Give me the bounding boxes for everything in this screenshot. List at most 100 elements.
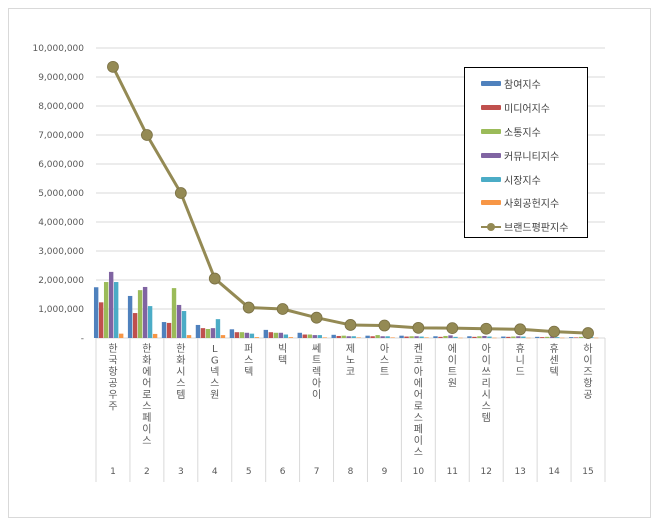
line-marker-icon: [514, 323, 527, 336]
y-tick-label: 9,000,000: [38, 73, 84, 83]
y-tick-label: 7,000,000: [38, 131, 84, 141]
bar: [414, 336, 419, 338]
category-label: 스: [142, 435, 151, 447]
bar: [385, 336, 390, 338]
bar: [477, 336, 482, 338]
legend-swatch-icon: [481, 81, 501, 87]
line-marker-icon: [378, 319, 391, 332]
bar: [288, 337, 294, 338]
category-label: 노: [346, 355, 355, 367]
category-number: 4: [212, 467, 218, 477]
legend-label: 사회공헌지수: [504, 199, 560, 211]
bar: [501, 336, 506, 338]
category-label: 텍: [244, 366, 253, 378]
bar: [302, 334, 307, 338]
category-label: 쎄: [312, 343, 321, 355]
legend-item-brand-reputation: 브랜드평판지수: [465, 215, 587, 239]
bar: [443, 335, 448, 338]
bar: [574, 337, 579, 338]
category-label: 공: [108, 378, 117, 390]
category-label: 템: [482, 412, 491, 424]
category-label: 렉: [312, 366, 321, 378]
category-label: 원: [448, 378, 457, 390]
bar: [555, 337, 560, 338]
category-label: 어: [414, 389, 423, 401]
category-label: 리: [482, 378, 491, 390]
category-label: 스: [482, 401, 491, 413]
category-label: 스: [176, 378, 185, 390]
bar: [127, 295, 133, 338]
line-marker-icon: [242, 301, 255, 314]
category-number: 12: [481, 467, 492, 477]
bar: [380, 336, 385, 338]
category-label: 로: [142, 390, 151, 401]
bar: [521, 336, 526, 338]
bar: [516, 336, 521, 338]
category-label: 한: [108, 343, 117, 355]
category-number: 11: [447, 467, 458, 477]
category-label: 아: [482, 343, 491, 355]
bar: [147, 306, 153, 338]
category-label: 스: [142, 401, 151, 413]
bar: [215, 319, 221, 338]
category-label: 화: [142, 355, 151, 367]
category-label: 스: [414, 447, 423, 459]
category-label: 페: [414, 424, 423, 436]
bar: [278, 332, 284, 338]
bar: [569, 337, 574, 338]
category-label: 코: [414, 356, 423, 367]
line-marker-icon: [276, 303, 289, 315]
category-label: 항: [583, 378, 592, 390]
y-tick-label: 2,000,000: [38, 276, 84, 286]
category-label: 코: [346, 367, 355, 378]
line-marker-icon: [344, 319, 357, 331]
category-label: 스: [244, 355, 253, 367]
y-tick-label: 4,000,000: [38, 218, 84, 228]
bar: [161, 322, 167, 338]
bar: [268, 332, 274, 338]
legend-item-media: 미디어지수: [465, 96, 587, 120]
bar: [317, 335, 322, 338]
category-number: 6: [280, 467, 286, 477]
category-label: 페: [142, 412, 151, 424]
legend-label: 미디어지수: [504, 104, 550, 116]
category-label: 시: [482, 389, 491, 401]
category-label: 휴: [549, 343, 558, 355]
bar: [239, 332, 245, 338]
bar: [453, 336, 458, 338]
bar: [322, 337, 327, 338]
legend-item-market: 시장지수: [465, 167, 587, 191]
bar: [273, 332, 279, 338]
category-label: 트: [312, 356, 321, 367]
line-marker-icon: [310, 311, 323, 324]
bar: [404, 336, 409, 338]
bar: [482, 335, 487, 338]
category-label: 텍: [549, 366, 558, 378]
bar: [594, 337, 599, 339]
bar: [472, 336, 477, 338]
y-tick-label: 10,000,000: [32, 44, 84, 54]
bar: [220, 335, 226, 338]
bar: [200, 328, 206, 338]
bar: [526, 337, 531, 339]
category-number: 8: [348, 467, 354, 477]
category-number: 13: [514, 467, 525, 477]
category-number: 5: [246, 467, 252, 477]
legend-line-marker-icon: [481, 222, 501, 232]
bar: [152, 333, 158, 338]
category-number: 7: [314, 467, 320, 477]
y-tick-label: 6,000,000: [38, 160, 84, 170]
category-label: 한: [142, 343, 151, 355]
bar: [492, 337, 497, 339]
bar: [297, 332, 302, 338]
bar: [370, 336, 375, 338]
category-label: 넥: [210, 366, 219, 378]
bar: [375, 335, 380, 338]
category-label: 켄: [414, 343, 423, 355]
category-number: 9: [382, 467, 388, 477]
category-label: 국: [108, 355, 117, 367]
category-label: 니: [516, 355, 525, 367]
bar: [229, 329, 235, 338]
bar: [511, 336, 516, 338]
category-label: 이: [448, 355, 457, 367]
